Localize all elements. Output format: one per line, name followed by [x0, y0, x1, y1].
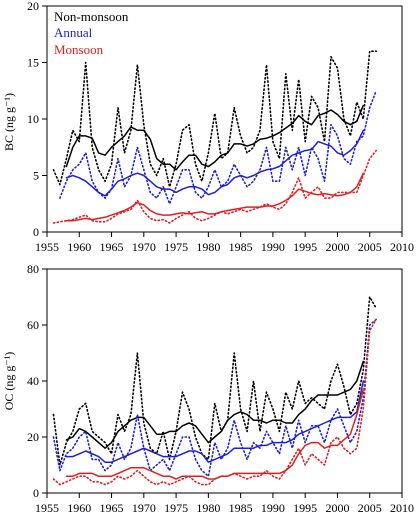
oc-x-tick-label: 1995 [293, 501, 317, 515]
oc-series-layer [52, 296, 377, 486]
bc-x-tick-label: 1990 [261, 240, 285, 254]
oc-x-tick-label: 1975 [164, 501, 188, 515]
oc-annual-dotted-line [52, 318, 377, 477]
oc-monsoon-solid-line [65, 388, 365, 480]
bc-monsoon-solid-line [65, 172, 365, 222]
bc-monsoon-dotted-line [52, 149, 377, 224]
bc-x-tick-label: 2010 [390, 240, 414, 254]
oc-non-monsoon-dotted-line [52, 296, 377, 466]
oc-non-monsoon-solid-line [65, 360, 365, 449]
bc-y-ticks: 0 5 10 15 20 [27, 0, 47, 239]
oc-y-tick-label: 80 [27, 262, 39, 276]
bc-x-tick-label: 1975 [164, 240, 188, 254]
oc-x-tick-label: 1965 [100, 501, 124, 515]
bc-plot-frame [46, 5, 403, 233]
oc-y-tick-label: 0 [33, 486, 39, 500]
bc-series-layer [52, 50, 377, 224]
bc-y-tick-label: 5 [33, 169, 39, 183]
bc-x-tick-label: 1965 [100, 240, 124, 254]
bc-y-tick-label: 0 [33, 225, 39, 239]
oc-x-tick-label: 1985 [229, 501, 253, 515]
bc-annual-dotted-line [59, 90, 377, 205]
bc-x-tick-label: 1955 [35, 240, 59, 254]
bc-x-ticks: 1955 1960 1965 1970 1975 1980 1985 1990 1995 2000… [35, 232, 414, 254]
oc-y-tick-label: 20 [27, 430, 39, 444]
oc-y-axis-label: OC (ng g⁻¹) [2, 352, 16, 411]
oc-x-ticks: 1955 1960 1965 1970 1975 1980 1985 1990 1995 2000… [35, 493, 414, 515]
bc-non-monsoon-dotted-line [52, 50, 377, 188]
oc-x-tick-label: 1970 [132, 501, 156, 515]
oc-y-ticks: 0 20 40 60 80 [27, 262, 47, 500]
bc-non-monsoon-solid-line [65, 104, 365, 171]
oc-plot-frame [46, 268, 403, 494]
bc-annual-solid-line [65, 129, 365, 197]
oc-x-tick-label: 2010 [390, 501, 414, 515]
oc-x-tick-label: 1990 [261, 501, 285, 515]
bc-x-tick-label: 2005 [358, 240, 382, 254]
oc-x-tick-label: 2005 [358, 501, 382, 515]
bc-x-tick-label: 1970 [132, 240, 156, 254]
oc-x-tick-label: 1980 [196, 501, 220, 515]
oc-y-tick-label: 40 [27, 374, 39, 388]
bc-y-tick-label: 15 [27, 56, 39, 70]
oc-x-tick-label: 1955 [35, 501, 59, 515]
bc-y-tick-label: 10 [27, 112, 39, 126]
legend-entry-non-monsoon: Non-monsoon [54, 9, 129, 24]
oc-panel: 1955 1960 1965 1970 1975 1980 1985 1990 1995 2000… [2, 262, 414, 515]
bc-x-tick-label: 1985 [229, 240, 253, 254]
oc-x-tick-label: 2000 [325, 501, 349, 515]
bc-x-tick-label: 1995 [293, 240, 317, 254]
bc-panel: 1955 1960 1965 1970 1975 1980 1985 1990 1995 2000… [2, 0, 414, 254]
bc-x-tick-label: 2000 [325, 240, 349, 254]
oc-x-tick-label: 1960 [67, 501, 91, 515]
bc-y-axis-label: BC (ng g⁻¹) [2, 93, 16, 151]
legend-entry-annual: Annual [54, 25, 93, 40]
legend: Non-monsoon Annual Monsoon [54, 9, 129, 57]
bc-y-tick-label: 20 [27, 0, 39, 13]
bc-x-tick-label: 1960 [67, 240, 91, 254]
oc-y-tick-label: 60 [27, 318, 39, 332]
oc-annual-solid-line [65, 380, 365, 463]
bc-x-tick-label: 1980 [196, 240, 220, 254]
legend-entry-monsoon: Monsoon [54, 42, 104, 57]
